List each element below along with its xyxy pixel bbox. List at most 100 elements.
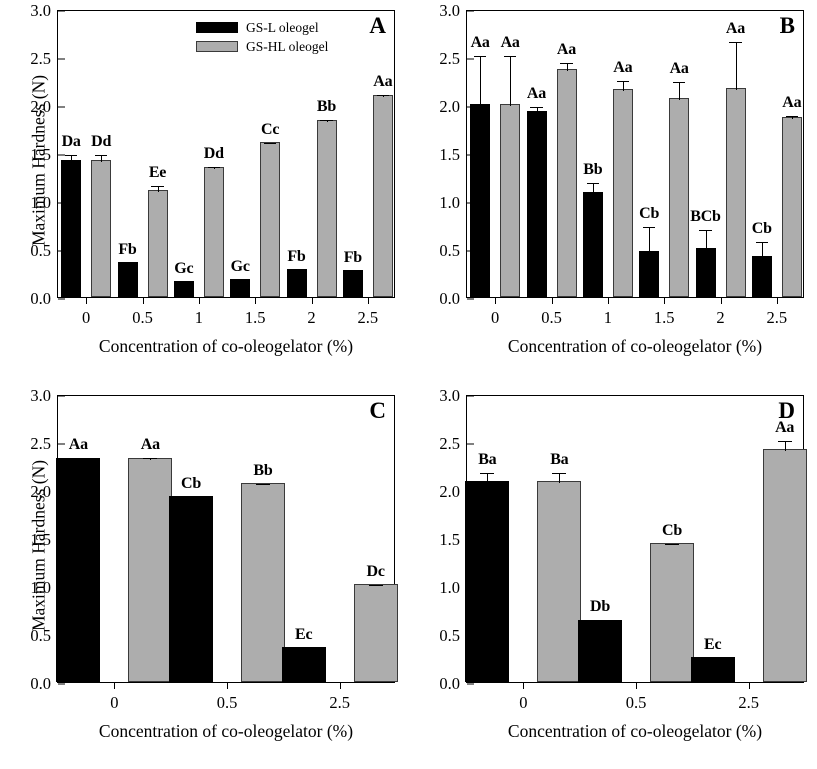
legend: GS-L oleogel GS-HL oleogel: [196, 19, 328, 57]
x-tick-label: 1.5: [653, 308, 675, 327]
x-tick-mark: [748, 682, 750, 689]
y-tick-mark: [467, 395, 474, 397]
x-tick-label: 0: [519, 693, 528, 712]
y-tick-label: 1.5: [30, 530, 51, 549]
error-bar-cap: [503, 56, 517, 58]
error-bar-cap: [672, 82, 686, 84]
x-tick-label: 2.5: [357, 308, 379, 327]
y-tick-mark: [58, 683, 65, 685]
significance-label: Fb: [287, 248, 306, 266]
bar-d-gshl-0: [537, 481, 582, 682]
x-tick-label: 0.5: [541, 308, 562, 327]
x-tick-mark: [720, 297, 722, 304]
significance-label: Cb: [661, 521, 683, 539]
y-tick-label: 0.5: [439, 241, 460, 260]
error-bar-cap: [346, 271, 360, 273]
error-bar-cap: [699, 229, 712, 231]
legend-item-gs-l: GS-L oleogel: [196, 19, 328, 36]
error-bar-cap: [705, 658, 720, 660]
bar-c-gsl-2_5: [281, 647, 326, 682]
bar-a-gsl-2_5: [342, 270, 363, 297]
significance-label: Gc: [230, 257, 250, 275]
x-tick-label: 1.5: [244, 308, 266, 327]
x-tick-mark: [114, 682, 116, 689]
error-bar-cap: [296, 648, 311, 650]
error-bar-cap: [233, 279, 247, 281]
panel-d: D 0.0 0.5 1.0 1.5 2.0 2.5 3.0 0 Ba Ba 0.5 Db Cb 2.5 Ec…: [409, 385, 817, 769]
y-tick-label: 2.5: [30, 49, 51, 68]
error-bar-cap: [143, 458, 158, 460]
x-axis-title-a: Concentration of co-oleogelator (%): [98, 336, 354, 356]
x-tick-mark: [776, 297, 778, 304]
y-tick-label: 0.5: [439, 626, 460, 645]
y-tick-mark: [58, 443, 65, 445]
error-bar-cap: [263, 142, 277, 144]
significance-label: Cb: [751, 220, 772, 238]
error-bar: [705, 229, 707, 251]
y-tick-mark: [467, 443, 474, 445]
y-tick-label: 2.0: [30, 97, 51, 116]
bar-d-gsl-2_5: [690, 657, 735, 682]
significance-label: Db: [589, 597, 611, 615]
x-tick-label: 1: [194, 308, 203, 327]
error-bar: [559, 472, 561, 484]
x-tick-label: 2.5: [738, 693, 759, 712]
error-bar: [622, 81, 624, 91]
y-tick-label: 0.5: [30, 241, 51, 260]
x-tick-mark: [636, 682, 637, 689]
y-tick-mark: [58, 298, 65, 300]
x-tick-label: 0.5: [216, 693, 238, 712]
significance-label: Aa: [725, 19, 746, 37]
x-tick-mark: [664, 297, 666, 304]
significance-label: Aa: [140, 436, 160, 454]
x-tick-label: 2.5: [329, 693, 350, 712]
y-tick-label: 0.0: [30, 674, 51, 693]
bar-b-gsl-1: [582, 192, 603, 297]
y-tick-mark: [467, 298, 474, 300]
bar-a-gsl-0: [61, 159, 82, 297]
bar-b-gsl-2: [695, 248, 716, 297]
x-tick-mark: [142, 297, 144, 304]
y-tick-mark: [467, 683, 474, 685]
y-tick-label: 2.5: [30, 434, 51, 453]
y-tick-label: 2.0: [439, 97, 460, 116]
y-tick-label: 1.0: [439, 578, 460, 597]
panel-c: Maximum Hardness (N) C 0.0 0.5 1.0 1.5 2.0 2.…: [0, 385, 408, 769]
bar-c-gshl-2_5: [353, 584, 398, 682]
error-bar: [761, 242, 763, 258]
significance-label: Gc: [174, 259, 194, 277]
error-bar-cap: [480, 472, 495, 474]
x-tick-mark: [523, 682, 525, 689]
bar-a-gshl-1_5: [260, 142, 281, 297]
error-bar-cap: [552, 472, 567, 474]
significance-label: Aa: [68, 436, 88, 454]
bar-d-gsl-0_5: [578, 619, 622, 682]
bar-a-gshl-2: [316, 120, 337, 297]
error-bar-cap: [184, 496, 198, 498]
y-tick-label: 3.0: [30, 1, 51, 20]
x-tick-label: 2: [716, 308, 725, 327]
y-tick-label: 2.0: [439, 482, 460, 501]
significance-label: Aa: [775, 419, 795, 437]
error-bar-cap: [616, 81, 630, 83]
error-bar-cap: [177, 281, 191, 283]
bar-d-gsl-0: [465, 481, 510, 682]
bar-a-gsl-0_5: [117, 262, 138, 297]
y-tick-label: 0.0: [30, 289, 51, 308]
y-tick-mark: [58, 154, 65, 156]
x-axis-title-d: Concentration of co-oleogelator (%): [507, 721, 763, 741]
significance-label: Bb: [253, 462, 273, 480]
error-bar-cap: [593, 619, 607, 621]
error-bar-cap: [665, 543, 679, 545]
significance-label: Aa: [470, 34, 490, 52]
error-bar: [566, 62, 568, 71]
bar-d-gshl-0_5: [650, 542, 694, 682]
x-tick-mark: [551, 297, 553, 304]
error-bar: [510, 56, 512, 107]
error-bar-cap: [777, 441, 792, 443]
panel-letter-d: D: [778, 398, 795, 423]
significance-label: Ee: [148, 163, 167, 181]
significance-label: Ba: [478, 450, 497, 468]
plot-area-b: B 0.0 0.5 1.0 1.5 2.0 2.5 3.0 0 Aa Aa 0.5 Aa Aa 1 Bb Aa…: [439, 1, 804, 327]
